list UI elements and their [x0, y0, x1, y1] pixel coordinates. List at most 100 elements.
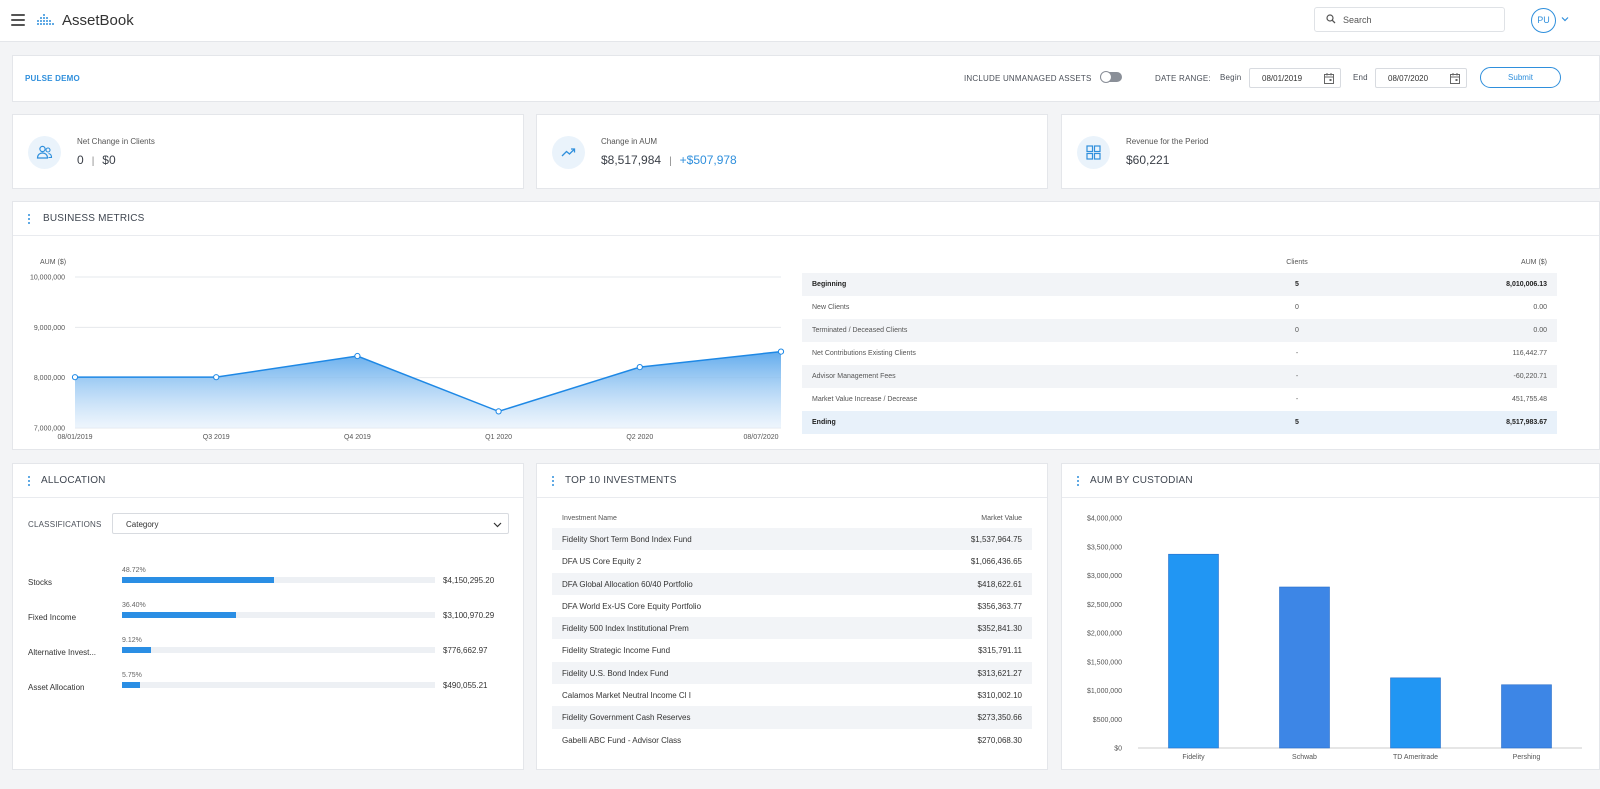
investment-name: Fidelity Short Term Bond Index Fund — [562, 535, 692, 544]
include-unmanaged-label: INCLUDE UNMANAGED ASSETS — [964, 74, 1092, 83]
y-tick-label: $3,000,000 — [1087, 573, 1122, 580]
trending-up-icon — [561, 148, 576, 157]
data-point — [495, 408, 502, 415]
investment-value: $273,350.66 — [977, 713, 1023, 723]
data-point — [71, 374, 79, 381]
user-avatar[interactable]: PU — [1531, 8, 1556, 33]
y-tick-label: 8,000,000 — [34, 375, 65, 382]
card-title: ALLOCATION — [41, 475, 106, 486]
investment-value: $352,841.30 — [977, 624, 1023, 634]
allocation-percent: 9.12% — [122, 637, 142, 644]
top-investments-card: TOP 10 INVESTMENTS Investment Name Marke… — [536, 463, 1048, 770]
allocation-row[interactable]: Stocks 48.72% $4,150,295.20 — [28, 567, 498, 592]
series-line — [75, 350, 782, 413]
investment-value: $315,791.11 — [978, 646, 1022, 656]
table-header-row: Clients AUM ($) — [802, 256, 1557, 273]
allocation-row[interactable]: Alternative Invest... 9.12% $776,662.97 — [28, 637, 498, 662]
table-row: Net Contributions Existing Clients - 116… — [802, 342, 1557, 365]
allocation-name: Fixed Income — [28, 613, 77, 622]
row-aum: -60,220.71 — [1513, 373, 1547, 380]
y-tick-label: $500,000 — [1093, 717, 1122, 724]
table-row[interactable]: Fidelity Strategic Income Fund $315,791.1… — [552, 639, 1032, 661]
table-row[interactable]: Fidelity 500 Index Institutional Prem $35… — [552, 617, 1032, 640]
y-tick-label: $1,000,000 — [1087, 688, 1122, 695]
kpi-primary: 0 — [77, 153, 84, 167]
kpi-secondary: $0 — [102, 153, 116, 167]
users-icon — [36, 145, 53, 159]
x-tick-label: 08/01/2019 — [57, 434, 92, 441]
menu-icon[interactable] — [11, 14, 25, 26]
data-point — [777, 348, 785, 355]
table-row[interactable]: Fidelity Government Cash Reserves $273,35… — [552, 706, 1032, 729]
kpi-icon-wrap — [552, 136, 585, 169]
date-range-label: DATE RANGE: — [1155, 74, 1211, 83]
table-row[interactable]: DFA US Core Equity 2 $1,066,436.65 — [552, 550, 1032, 572]
row-aum: 0.00 — [1533, 327, 1547, 334]
table-header-row: Investment Name Market Value — [552, 510, 1032, 528]
grid-icon — [1086, 145, 1101, 160]
y-tick-label: $2,000,000 — [1087, 631, 1122, 638]
kpi-value: $8,517,984 | +$507,978 — [601, 153, 737, 167]
table-row[interactable]: DFA World Ex-US Core Equity Portfolio $35… — [552, 595, 1032, 617]
chevron-down-icon[interactable] — [1561, 15, 1569, 23]
row-aum: 451,755.48 — [1511, 396, 1547, 403]
table-row: Advisor Management Fees - -60,220.71 — [802, 365, 1557, 388]
x-tick-label: Fidelity — [1182, 754, 1205, 761]
submit-button[interactable]: Submit — [1480, 67, 1561, 88]
table-row: Ending 5 8,517,983.67 — [802, 411, 1557, 434]
allocation-percent: 48.72% — [122, 567, 146, 574]
y-tick-label: $4,000,000 — [1087, 516, 1122, 523]
kebab-menu-icon[interactable] — [1077, 476, 1080, 486]
column-header-name: Investment Name — [562, 515, 617, 522]
table-row[interactable]: Gabelli ABC Fund - Advisor Class $270,068… — [552, 729, 1032, 751]
area-fill — [75, 351, 781, 428]
allocation-bar-track — [122, 612, 435, 618]
include-unmanaged-toggle[interactable] — [1100, 71, 1122, 83]
kpi-icon-wrap — [28, 136, 61, 169]
calendar-icon[interactable] — [1450, 73, 1460, 84]
investment-name: Fidelity U.S. Bond Index Fund — [562, 668, 669, 678]
allocation-row[interactable]: Fixed Income 36.40% $3,100,970.29 — [28, 602, 498, 627]
row-aum: 0.00 — [1533, 304, 1547, 311]
investment-value: $356,363.77 — [977, 601, 1023, 611]
table-row[interactable]: Fidelity Short Term Bond Index Fund $1,53… — [552, 528, 1032, 551]
end-date-input[interactable]: 08/07/2020 — [1375, 68, 1467, 88]
table-row: Terminated / Deceased Clients 0 0.00 — [802, 319, 1557, 342]
row-clients: - — [1295, 350, 1299, 357]
kpi-label: Revenue for the Period — [1126, 137, 1209, 146]
column-header-value: Market Value — [981, 515, 1022, 522]
investment-value: $313,621.27 — [977, 668, 1023, 678]
begin-date-input[interactable]: 08/01/2019 — [1249, 68, 1341, 88]
row-clients: 0 — [1295, 327, 1299, 334]
x-tick-label: TD Ameritrade — [1393, 754, 1438, 761]
x-tick-label: Q3 2019 — [203, 434, 230, 441]
allocation-card: ALLOCATION CLASSIFICATIONS Category Stoc… — [12, 463, 524, 770]
data-point — [636, 363, 643, 371]
metrics-table: Clients AUM ($) Beginning 5 8,010,006.13… — [802, 256, 1557, 434]
aum-line-chart: AUM ($) 7,000,000 8,000,000 9,000,000 10,000… — [30, 259, 785, 441]
account-name[interactable]: PULSE DEMO — [25, 74, 80, 83]
table-row[interactable]: Fidelity U.S. Bond Index Fund $313,621.27 — [552, 661, 1032, 685]
kebab-menu-icon[interactable] — [28, 214, 31, 224]
table-row[interactable]: Calamos Market Neutral Income Cl I $310,0… — [552, 684, 1032, 706]
search-box[interactable] — [1314, 7, 1505, 32]
kebab-menu-icon[interactable] — [28, 476, 31, 486]
kpi-icon-wrap — [1077, 136, 1110, 169]
investments-rows: Fidelity Short Term Bond Index Fund $1,53… — [552, 528, 1032, 751]
y-axis-label: AUM ($) — [40, 259, 66, 266]
investment-value: $310,002.10 — [977, 691, 1023, 701]
allocation-row[interactable]: Asset Allocation 5.75% $490,055.21 — [28, 672, 498, 697]
allocation-bar-track — [122, 647, 435, 653]
allocation-amount: $4,150,295.20 — [443, 576, 495, 585]
search-input[interactable] — [1343, 12, 1493, 28]
x-tick-label: 08/07/2020 — [743, 434, 778, 441]
kpi-card-clients: Net Change in Clients 0 | $0 — [12, 114, 524, 189]
kebab-menu-icon[interactable] — [552, 476, 555, 486]
investment-value: $418,622.61 — [977, 579, 1023, 589]
calendar-icon[interactable] — [1324, 73, 1334, 84]
allocation-amount: $490,055.21 — [443, 681, 488, 690]
table-row[interactable]: DFA Global Allocation 60/40 Portfolio $41… — [552, 572, 1032, 595]
kpi-separator: | — [669, 156, 672, 167]
x-tick-label: Q1 2020 — [485, 434, 512, 441]
classification-select[interactable]: Category — [112, 513, 509, 534]
